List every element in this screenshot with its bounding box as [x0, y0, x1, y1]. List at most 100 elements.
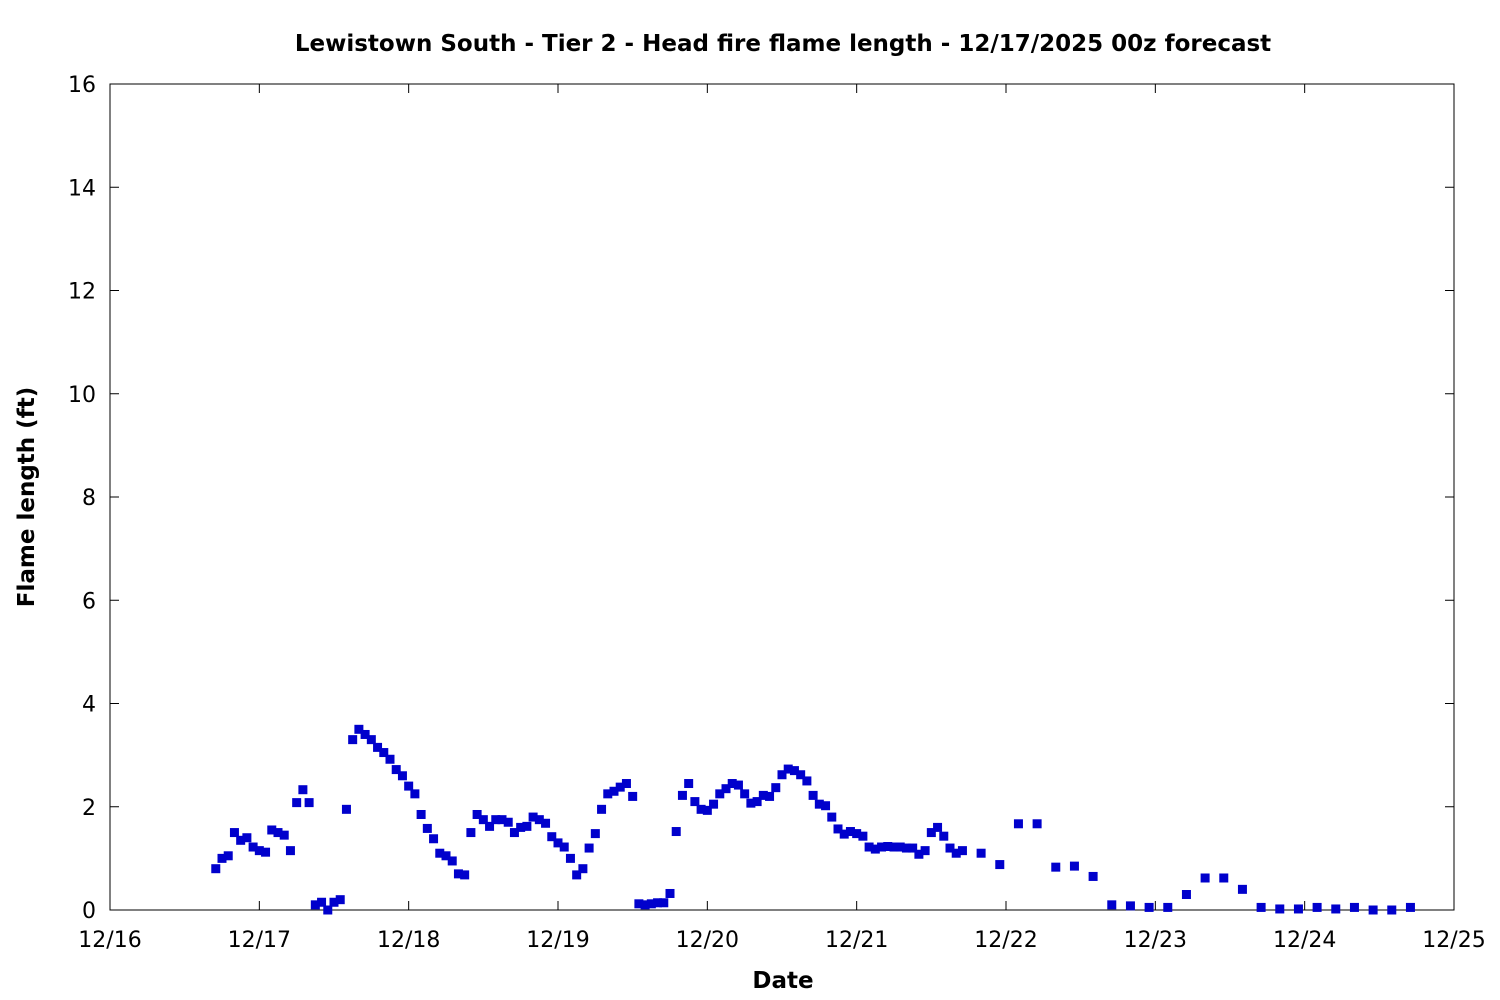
- data-point: [223, 851, 233, 861]
- y-tick-label: 0: [82, 899, 96, 924]
- data-point: [285, 846, 295, 856]
- data-point: [908, 843, 918, 853]
- data-point: [609, 786, 619, 796]
- data-point: [945, 843, 955, 853]
- data-point: [242, 833, 252, 843]
- data-point: [864, 842, 874, 852]
- data-point: [323, 905, 333, 915]
- data-point: [416, 809, 426, 819]
- data-point: [1405, 902, 1415, 912]
- data-point: [665, 888, 675, 898]
- data-point: [771, 783, 781, 793]
- data-point: [814, 799, 824, 809]
- data-point: [677, 790, 687, 800]
- data-point: [628, 791, 638, 801]
- data-point: [553, 838, 563, 848]
- data-point: [298, 785, 308, 795]
- y-tick-label: 12: [68, 280, 96, 305]
- x-tick-label: 12/22: [974, 928, 1037, 953]
- data-point: [1069, 861, 1079, 871]
- y-axis: 0 2 4 6 8 10 12 14 16: [68, 73, 1454, 924]
- data-point: [267, 825, 277, 835]
- data-point: [646, 899, 656, 909]
- data-point: [354, 724, 364, 734]
- data-point: [435, 848, 445, 858]
- y-tick-label: 2: [82, 796, 96, 821]
- data-point: [926, 828, 936, 838]
- data-point: [1219, 873, 1229, 883]
- data-point: [901, 843, 911, 853]
- data-point: [995, 860, 1005, 870]
- x-tick-label: 12/17: [228, 928, 291, 953]
- data-point: [329, 897, 339, 907]
- x-tick-label: 12/18: [377, 928, 440, 953]
- data-point: [621, 779, 631, 789]
- data-point: [534, 815, 544, 825]
- data-point: [715, 789, 725, 799]
- data-point: [410, 789, 420, 799]
- data-point: [1051, 862, 1061, 872]
- data-point: [839, 829, 849, 839]
- data-point: [957, 846, 967, 856]
- data-point: [466, 828, 476, 838]
- data-point: [341, 804, 351, 814]
- data-point: [939, 831, 949, 841]
- data-point: [852, 829, 862, 839]
- data-point: [1293, 904, 1303, 914]
- data-point: [391, 765, 401, 775]
- data-point: [572, 870, 582, 880]
- data-point: [335, 895, 345, 905]
- data-point: [1107, 900, 1117, 910]
- data-points: [211, 724, 1415, 915]
- data-point: [478, 815, 488, 825]
- data-point: [385, 754, 395, 764]
- y-tick-label: 6: [82, 589, 96, 614]
- data-point: [821, 801, 831, 811]
- data-point: [547, 832, 557, 842]
- data-point: [310, 900, 320, 910]
- data-point: [422, 823, 432, 833]
- x-tick-label: 12/24: [1273, 928, 1336, 953]
- data-point: [397, 771, 407, 781]
- data-point: [696, 804, 706, 814]
- data-point: [733, 780, 743, 790]
- data-point: [460, 870, 470, 880]
- data-point: [541, 818, 551, 828]
- data-point: [590, 829, 600, 839]
- data-point: [702, 805, 712, 815]
- data-point: [1368, 905, 1378, 915]
- data-point: [858, 831, 868, 841]
- data-point: [895, 842, 905, 852]
- data-point: [261, 847, 271, 857]
- data-point: [472, 809, 482, 819]
- data-point: [516, 822, 526, 832]
- chart-title: Lewistown South - Tier 2 - Head fire fla…: [295, 31, 1271, 57]
- data-point: [808, 790, 818, 800]
- data-point: [1349, 902, 1359, 912]
- y-tick-label: 10: [68, 383, 96, 408]
- data-point: [1387, 905, 1397, 915]
- data-point: [578, 864, 588, 874]
- data-point: [1013, 819, 1023, 829]
- x-tick-label: 12/25: [1422, 928, 1485, 953]
- data-point: [447, 856, 457, 866]
- data-point: [951, 848, 961, 858]
- data-point: [441, 851, 451, 861]
- data-point: [1331, 904, 1341, 914]
- data-point: [497, 815, 507, 825]
- data-point: [802, 776, 812, 786]
- data-point: [254, 846, 264, 856]
- data-point: [615, 782, 625, 792]
- data-point: [877, 842, 887, 852]
- data-point: [559, 842, 569, 852]
- data-point: [404, 781, 414, 791]
- data-point: [740, 789, 750, 799]
- data-point: [653, 898, 663, 908]
- y-axis-label: Flame length (ft): [14, 387, 40, 607]
- data-point: [914, 849, 924, 859]
- data-point: [827, 812, 837, 822]
- data-point: [217, 853, 227, 863]
- data-point: [1200, 873, 1210, 883]
- data-point: [933, 822, 943, 832]
- data-point: [659, 898, 669, 908]
